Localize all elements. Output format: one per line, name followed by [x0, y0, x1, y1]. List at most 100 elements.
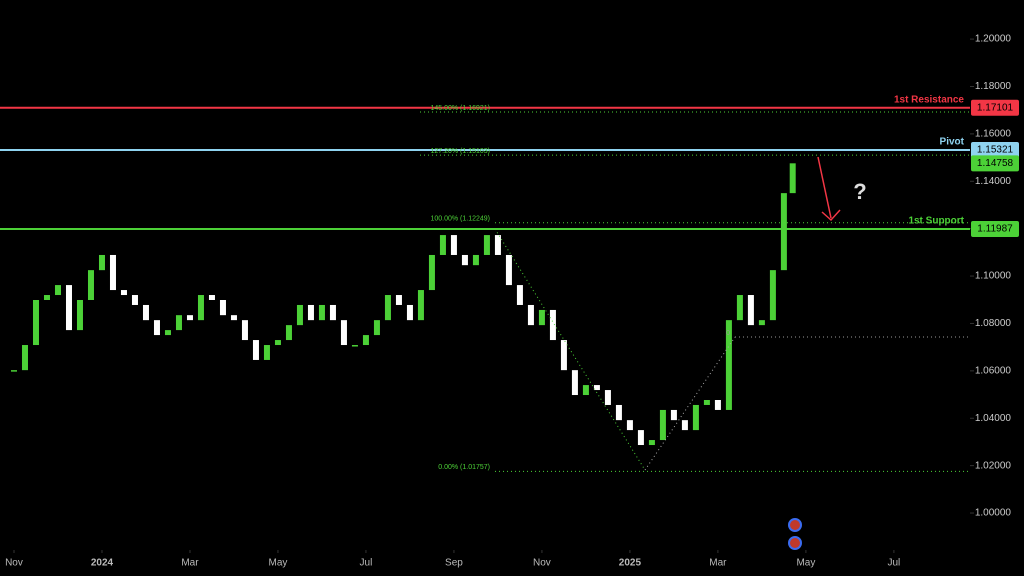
candle	[175, 315, 182, 331]
x-tick-label: Sep	[445, 558, 463, 569]
event-icon[interactable]	[788, 518, 802, 532]
candle	[615, 404, 622, 421]
x-tick-label: 2025	[619, 558, 642, 569]
fib-trend-line	[644, 336, 736, 471]
candle	[10, 370, 17, 372]
candle	[252, 340, 259, 360]
candle	[505, 254, 512, 286]
candle	[593, 385, 600, 391]
x-tick-label: Jul	[360, 558, 373, 569]
candle	[428, 254, 435, 291]
candle	[76, 300, 83, 331]
price-tag-label: 1.11987	[977, 224, 1013, 235]
candle	[450, 235, 457, 255]
fib-label: 145.00% (1.16921)	[430, 105, 490, 112]
candle	[472, 254, 479, 266]
level-name: 1st Support	[908, 216, 964, 227]
candle	[54, 285, 61, 296]
plot	[0, 38, 974, 553]
candle	[692, 404, 699, 431]
candle	[384, 295, 391, 321]
candle	[43, 295, 50, 300]
y-tick-label: 1.10000	[975, 271, 1012, 282]
y-tick-label: 1.18000	[975, 81, 1012, 92]
candle	[527, 304, 534, 326]
candle	[406, 304, 413, 321]
candle	[560, 340, 567, 371]
candle	[153, 320, 160, 336]
fib-label: 0	[726, 330, 730, 337]
candle	[736, 295, 743, 321]
candle	[142, 304, 149, 321]
y-tick-label: 1.04000	[975, 413, 1012, 424]
candle	[164, 330, 171, 336]
arrow	[817, 156, 841, 222]
candle	[780, 193, 787, 271]
fib-label: 100.00% (1.12249)	[430, 216, 490, 223]
candle	[789, 163, 796, 194]
candle	[417, 290, 424, 321]
candle	[659, 409, 666, 441]
level-name: 1st Resistance	[894, 94, 964, 105]
y-tick-label: 1.20000	[975, 34, 1012, 45]
x-tick-label: May	[269, 558, 288, 569]
candle	[285, 325, 292, 341]
candle	[714, 400, 721, 410]
fib-trend-line	[494, 228, 646, 471]
candle	[494, 235, 501, 255]
candle	[197, 295, 204, 321]
annotation: ?	[853, 179, 866, 204]
candle	[219, 300, 226, 316]
price-tag-label: 1.17101	[977, 102, 1014, 113]
candle	[109, 254, 116, 291]
candle	[230, 315, 237, 321]
candle	[681, 420, 688, 431]
candle	[571, 370, 578, 396]
candle	[87, 270, 94, 300]
candle	[582, 385, 589, 396]
x-tick-label: Nov	[533, 558, 551, 569]
candle	[98, 254, 105, 271]
candle	[263, 345, 270, 360]
candle	[626, 420, 633, 431]
x-tick-label: Nov	[5, 558, 23, 569]
candle	[274, 340, 281, 346]
candle	[186, 315, 193, 321]
candle	[769, 270, 776, 321]
candle	[362, 335, 369, 346]
y-tick-label: 1.06000	[975, 365, 1012, 376]
price-tag	[971, 141, 1019, 158]
candle	[241, 320, 248, 341]
candle	[351, 345, 358, 347]
y-tick-label: 1.00000	[975, 508, 1012, 519]
candle	[329, 304, 336, 321]
y-tick-label: 1.14000	[975, 176, 1012, 187]
candle	[483, 235, 490, 255]
x-tick-label: Jul	[887, 558, 900, 569]
candle	[637, 430, 644, 446]
x-tick-label: May	[796, 558, 815, 569]
candle	[120, 290, 127, 296]
current-price-label: 1.14758	[977, 158, 1014, 169]
candle	[670, 409, 677, 421]
candle	[340, 320, 347, 346]
candle	[318, 304, 325, 321]
price-tag	[971, 155, 1019, 172]
candle	[648, 440, 655, 446]
candle	[538, 309, 545, 326]
candle	[516, 285, 523, 305]
candle	[32, 300, 39, 346]
candle	[395, 295, 402, 305]
candle	[549, 309, 556, 341]
candle	[725, 320, 732, 410]
candle	[747, 295, 754, 326]
candle	[296, 304, 303, 326]
candle	[373, 320, 380, 336]
fib-label: 0.00% (1.01757)	[438, 464, 490, 471]
price-tag	[971, 99, 1019, 116]
price-tag	[971, 220, 1019, 237]
event-icon[interactable]	[788, 536, 802, 550]
